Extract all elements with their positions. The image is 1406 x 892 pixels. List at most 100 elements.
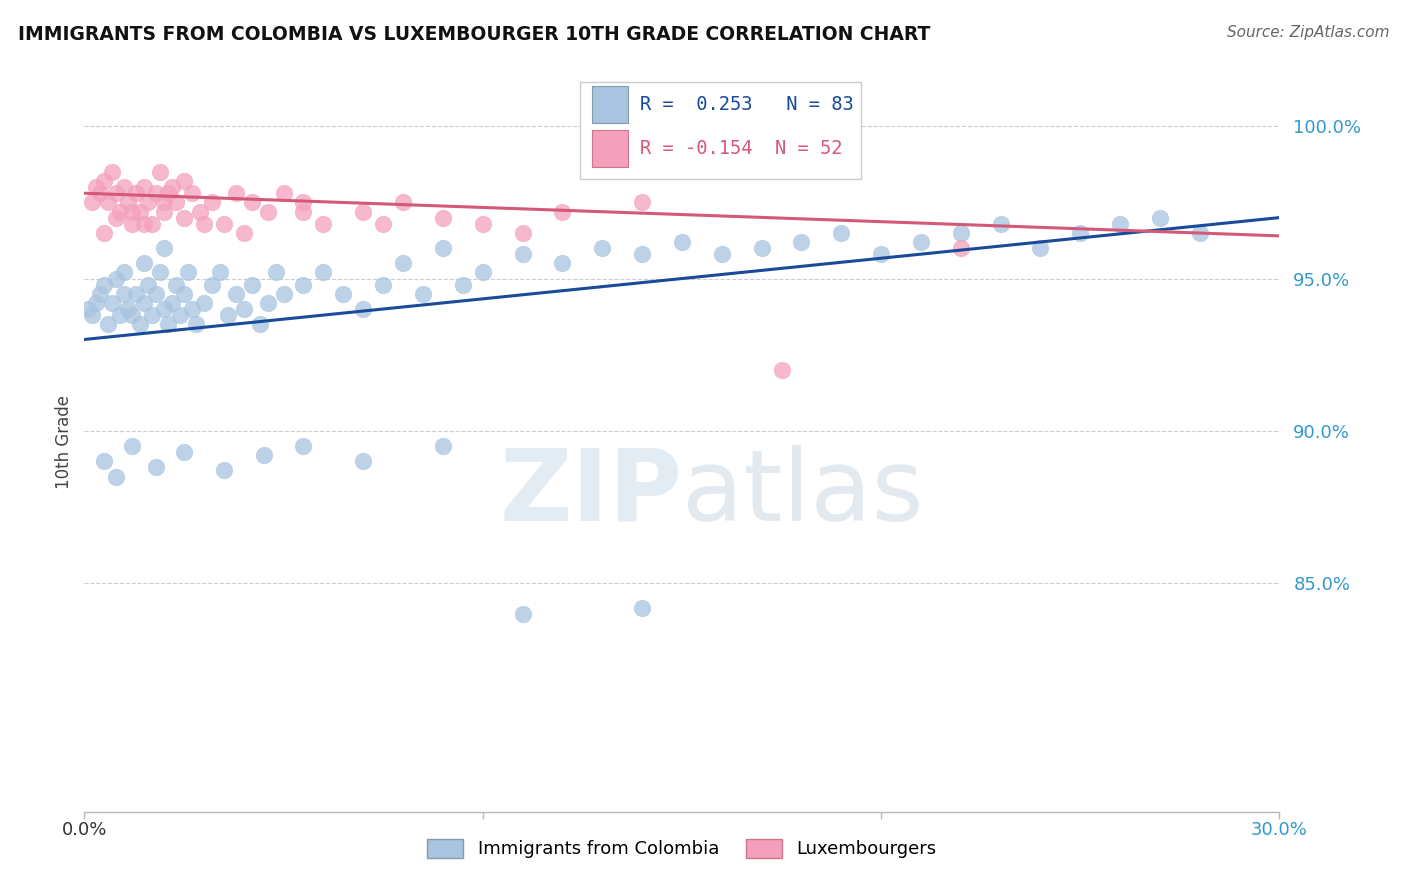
Point [201, 195, 224, 210]
Text: ZIP: ZIP [499, 445, 682, 541]
Point [153, 195, 176, 210]
Point [105, 211, 128, 225]
Point [1188, 226, 1211, 240]
Point [201, 277, 224, 292]
Point [110, 204, 132, 219]
Point [392, 195, 415, 210]
FancyBboxPatch shape [592, 86, 628, 123]
Point [184, 317, 207, 331]
Point [132, 296, 156, 310]
Point [292, 195, 315, 210]
Point [412, 286, 434, 301]
Point [232, 301, 254, 316]
Point [332, 286, 354, 301]
Point [145, 286, 167, 301]
Point [1069, 226, 1091, 240]
Point [89, 186, 111, 201]
Point [352, 454, 374, 468]
Point [112, 180, 135, 194]
Point [93, 277, 115, 292]
Point [82, 195, 104, 210]
Point [121, 308, 143, 322]
Point [149, 165, 172, 179]
Point [173, 445, 195, 459]
Point [165, 195, 187, 210]
Point [631, 600, 654, 615]
Point [312, 265, 335, 279]
Point [141, 308, 163, 322]
Point [77, 301, 100, 316]
Point [141, 217, 163, 231]
Point [352, 204, 374, 219]
Point [193, 217, 215, 231]
Point [136, 195, 159, 210]
Point [273, 186, 295, 201]
Point [105, 469, 128, 483]
Point [240, 195, 263, 210]
Point [153, 301, 176, 316]
Point [157, 317, 180, 331]
Point [212, 463, 235, 477]
Point [93, 454, 115, 468]
Point [145, 460, 167, 475]
Point [910, 235, 932, 249]
Point [89, 286, 111, 301]
Point [117, 301, 139, 316]
Point [830, 226, 852, 240]
Point [82, 308, 104, 322]
Point [101, 296, 124, 310]
Point [160, 180, 183, 194]
Point [157, 186, 180, 201]
Point [512, 226, 534, 240]
Point [160, 296, 183, 310]
Point [432, 241, 454, 255]
Point [225, 286, 247, 301]
Point [264, 265, 287, 279]
Point [451, 277, 474, 292]
Legend: Immigrants from Colombia, Luxembourgers: Immigrants from Colombia, Luxembourgers [420, 832, 943, 865]
Point [132, 180, 156, 194]
Point [188, 204, 211, 219]
Text: 30.0%: 30.0% [1251, 821, 1308, 838]
Point [790, 235, 813, 249]
Point [153, 241, 176, 255]
Point [169, 308, 191, 322]
Point [471, 265, 494, 279]
Point [145, 186, 167, 201]
Point [432, 211, 454, 225]
Point [132, 256, 156, 270]
Point [125, 286, 148, 301]
Point [256, 204, 278, 219]
Point [512, 607, 534, 621]
Point [165, 277, 187, 292]
Text: atlas: atlas [682, 445, 924, 541]
Point [256, 296, 278, 310]
Point [121, 204, 143, 219]
Point [292, 204, 315, 219]
Point [710, 247, 733, 261]
Point [181, 301, 204, 316]
Y-axis label: 10th Grade: 10th Grade [55, 394, 73, 489]
Point [232, 226, 254, 240]
Point [770, 135, 793, 149]
Point [373, 217, 395, 231]
Point [949, 226, 972, 240]
Point [97, 317, 120, 331]
Point [240, 277, 263, 292]
Point [432, 439, 454, 453]
Text: IMMIGRANTS FROM COLOMBIA VS LUXEMBOURGER 10TH GRADE CORRELATION CHART: IMMIGRANTS FROM COLOMBIA VS LUXEMBOURGER… [18, 25, 931, 44]
Text: R = -0.154  N = 52: R = -0.154 N = 52 [640, 139, 842, 158]
Point [253, 448, 276, 462]
Point [129, 204, 152, 219]
Point [173, 211, 195, 225]
Point [105, 271, 128, 285]
FancyBboxPatch shape [581, 82, 862, 178]
Point [551, 204, 574, 219]
Point [121, 217, 143, 231]
Point [212, 217, 235, 231]
Text: 0.0%: 0.0% [62, 821, 107, 838]
Point [112, 265, 135, 279]
Point [93, 174, 115, 188]
Point [352, 301, 374, 316]
Point [101, 165, 124, 179]
